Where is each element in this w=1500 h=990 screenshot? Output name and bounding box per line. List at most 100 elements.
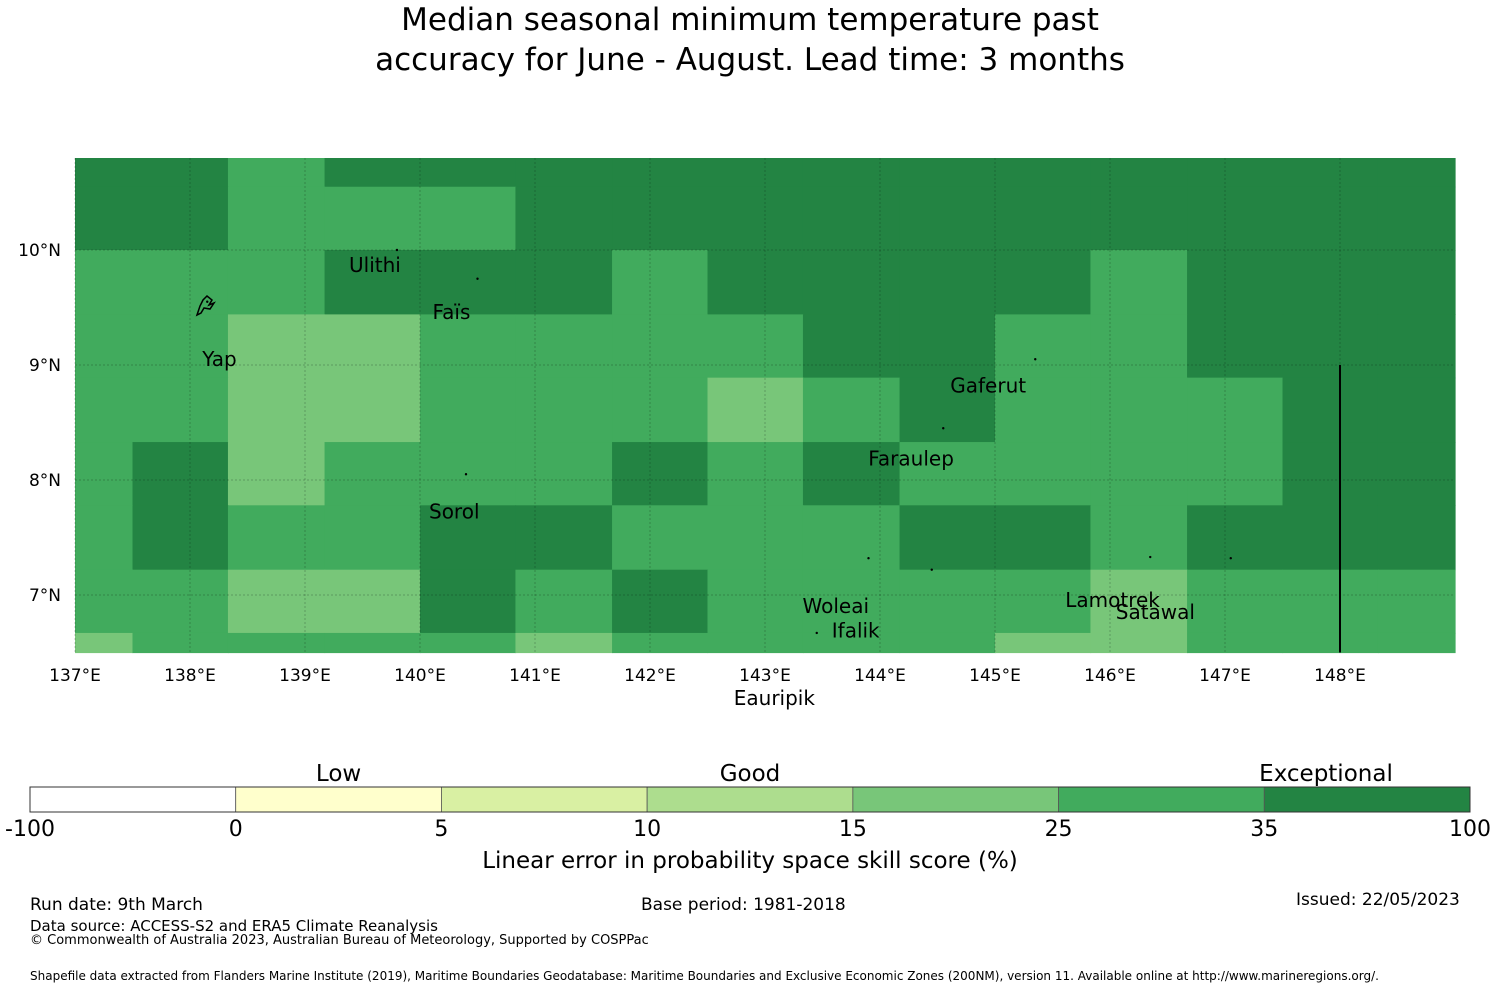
island-marker [1229,557,1232,560]
island-marker [1034,358,1037,361]
grid-cell [1187,442,1284,506]
grid-cell [995,186,1092,251]
grid-cell [802,186,901,251]
island-marker [1149,555,1152,559]
grid-cell [995,569,1092,634]
place-label: Lamotrek [1065,588,1160,612]
colorbar-category-label: Low [316,761,361,787]
title-line-2: accuracy for June - August. Lead time: 3… [375,42,1125,78]
y-tick-label: 7°N [29,586,61,606]
grid-cell [324,569,421,634]
grid-cell [75,632,134,654]
grid-cell [324,158,421,188]
grid-cell [707,632,804,654]
grid-cell [324,186,421,251]
x-tick-label: 139°E [279,666,331,686]
colorbar-segment [1263,786,1471,813]
grid-cell [899,442,996,506]
grid-cell [995,314,1092,379]
data-source: Data source: ACCESS-S2 and ERA5 Climate … [30,917,438,935]
grid-cell [707,442,804,506]
colorbar-segment [29,786,237,813]
island-marker [464,473,468,476]
grid-cell [1282,505,1379,571]
grid-cell [802,158,901,188]
grid-cell [612,250,709,315]
grid-cell [1282,158,1379,188]
grid-cell [515,505,613,571]
grid-cell [995,250,1092,315]
grid-cell [515,186,613,251]
grid-cell [132,632,229,654]
x-tick-label: 147°E [1199,666,1251,686]
grid-cell [324,377,421,443]
place-label: Satawal [1116,600,1195,624]
grid-cell [1187,158,1284,188]
colorbar-tick-label: 25 [1045,817,1073,842]
colorbar-segment [1058,786,1265,813]
place-label: Eauripik [734,686,816,710]
grid-cell [132,158,229,188]
grid-cell [1377,569,1456,634]
grid-cell [75,186,134,251]
grid-cell [75,250,134,315]
place-label: Gaferut [950,373,1026,397]
place-label: Sorol [429,499,480,523]
x-tick-label: 137°E [49,666,101,686]
grid-cell [802,505,901,571]
axis-labels: 137°E 138°E 139°E 140°E 141°E 142°E 143°E 144°E… [18,241,1366,686]
grid-cell [515,442,613,506]
colorbar-title: Linear error in probability space skill … [482,848,1018,874]
x-tick-label: 143°E [739,666,791,686]
grid-cell [75,442,134,506]
grid-cell [612,505,709,571]
grid-cell [802,314,901,379]
x-tick-label: 142°E [624,666,676,686]
colorbar-tick-label: 5 [434,817,448,842]
grid-cell [515,632,613,654]
grid-cell [899,569,996,634]
grid-cell [515,314,613,379]
grid-cell [612,186,709,251]
grid-cell [132,569,229,634]
grid-cell [1377,314,1456,379]
grid-cell [1090,158,1188,188]
grid-cell [707,314,804,379]
colorbar-frame [29,786,1471,813]
grid-cell [420,250,517,315]
island-marker [942,427,945,430]
x-tick-label: 144°E [854,666,906,686]
grid-cell [802,377,901,443]
place-label: Faraulep [868,446,954,470]
grid-cell [612,158,709,188]
grid-cell [227,442,326,506]
grid-cell [707,377,804,443]
island-marker [930,568,933,571]
grid-cell [1377,505,1456,571]
grid-cell [132,314,229,379]
grid-cell [1187,569,1284,634]
colorbar-segment [646,786,854,813]
grid-cell [1090,186,1188,251]
grid-cell [420,377,517,443]
place-labels: Ulithi Faïs Yap Gaferut Faraulep Sorol WoleaiI… [201,253,1195,710]
grid-cell [420,314,517,379]
x-tick-label: 145°E [969,666,1021,686]
grid-cell [707,569,804,634]
grid-cell [707,505,804,571]
grid-cell [132,377,229,443]
grid-cell [802,632,901,654]
grid-cell [227,632,326,654]
grid-cell [612,314,709,379]
x-tick-label: 140°E [394,666,446,686]
grid-cell [1090,250,1188,315]
grid-cell [1090,505,1188,571]
grid-cell [1377,632,1456,654]
grid-cell [227,158,326,188]
grid-cell [75,569,134,634]
colorbar-tick-label: -100 [5,817,55,842]
grid-cell [420,158,517,188]
colorbar-category-label: Good [720,761,781,787]
island-marker [476,277,479,280]
island-marker [867,557,870,560]
